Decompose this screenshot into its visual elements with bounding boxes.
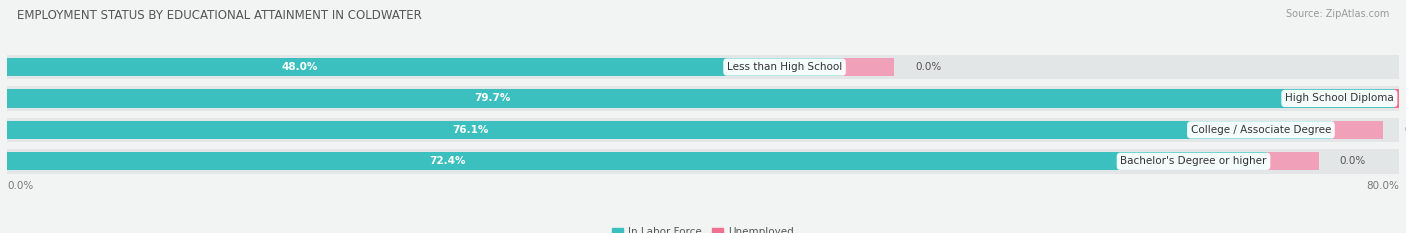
Text: 79.7%: 79.7%	[474, 93, 510, 103]
Text: High School Diploma: High School Diploma	[1285, 93, 1393, 103]
Text: 48.0%: 48.0%	[281, 62, 318, 72]
Bar	[7, 121, 1331, 139]
Text: 0.0%: 0.0%	[1405, 125, 1406, 135]
Bar	[7, 118, 1399, 142]
Legend: In Labor Force, Unemployed: In Labor Force, Unemployed	[613, 227, 793, 233]
Text: Less than High School: Less than High School	[727, 62, 842, 72]
Text: Bachelor's Degree or higher: Bachelor's Degree or higher	[1121, 156, 1267, 166]
Text: College / Associate Degree: College / Associate Degree	[1191, 125, 1331, 135]
Bar	[1267, 152, 1319, 170]
Bar	[7, 58, 842, 76]
Bar	[842, 58, 894, 76]
Text: 0.0%: 0.0%	[1340, 156, 1367, 166]
Text: 0.0%: 0.0%	[7, 181, 34, 191]
Text: 80.0%: 80.0%	[1367, 181, 1399, 191]
Text: EMPLOYMENT STATUS BY EDUCATIONAL ATTAINMENT IN COLDWATER: EMPLOYMENT STATUS BY EDUCATIONAL ATTAINM…	[17, 9, 422, 22]
Text: 0.0%: 0.0%	[915, 62, 942, 72]
Text: 76.1%: 76.1%	[453, 125, 489, 135]
Bar	[7, 152, 1267, 170]
Bar	[7, 86, 1399, 111]
Bar	[7, 149, 1399, 174]
Bar	[1331, 121, 1384, 139]
Text: Source: ZipAtlas.com: Source: ZipAtlas.com	[1285, 9, 1389, 19]
Bar	[7, 55, 1399, 79]
Text: 72.4%: 72.4%	[430, 156, 467, 166]
Bar	[1393, 89, 1406, 108]
Bar	[7, 89, 1393, 108]
